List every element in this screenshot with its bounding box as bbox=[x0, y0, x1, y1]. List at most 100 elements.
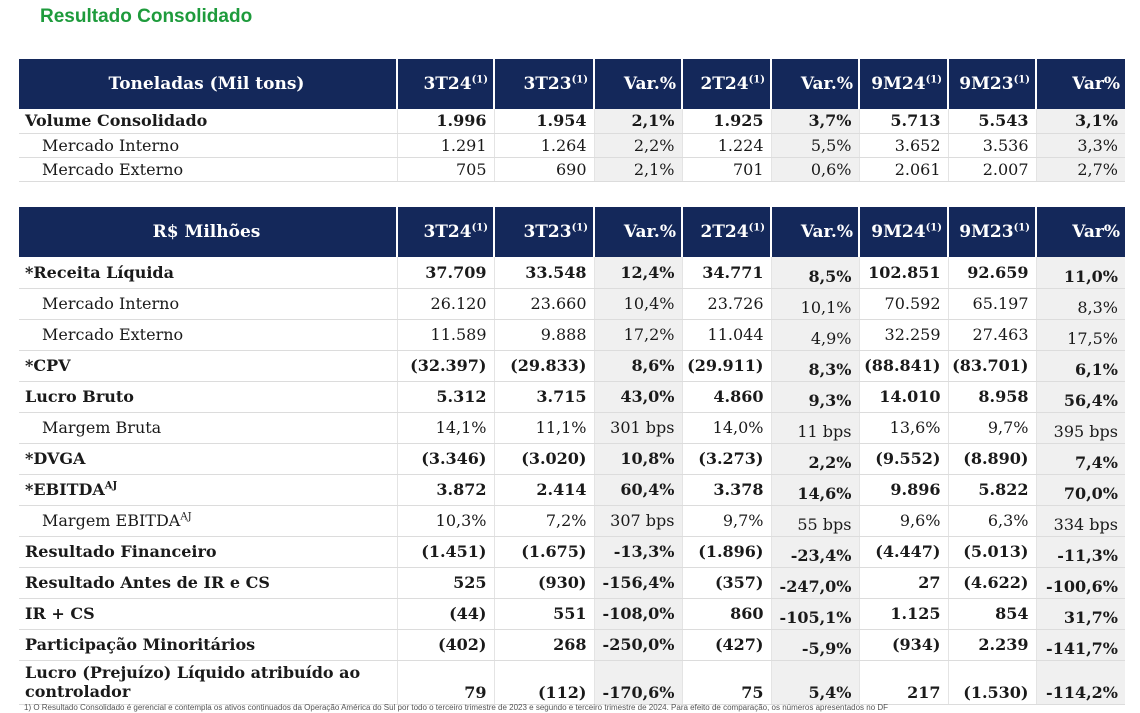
value-cell: 5.312 bbox=[397, 381, 495, 413]
value-cell: 9.888 bbox=[494, 319, 595, 351]
value-cell: 6,3% bbox=[948, 505, 1037, 537]
value-cell: (44) bbox=[397, 598, 495, 630]
table-row: *CPV (32.397) (29.833) 8,6% (29.911) 8,3% (88.… bbox=[19, 350, 1125, 382]
column-header: 9M24(1) bbox=[859, 59, 949, 109]
value-cell: -100,6% bbox=[1036, 567, 1125, 599]
value-cell: 92.659 bbox=[948, 257, 1037, 289]
footnote: 1) O Resultado Consolidado é gerencial e… bbox=[24, 703, 889, 712]
value-cell: 31,7% bbox=[1036, 598, 1125, 630]
value-cell: 7,4% bbox=[1036, 443, 1125, 475]
column-header: 3T23(1) bbox=[494, 207, 595, 257]
value-cell: 70.592 bbox=[859, 288, 949, 320]
value-cell: 32.259 bbox=[859, 319, 949, 351]
value-cell: -250,0% bbox=[594, 629, 683, 661]
row-label: *DVGA bbox=[19, 443, 398, 475]
value-cell: 4,9% bbox=[771, 319, 860, 351]
value-cell: (9.552) bbox=[859, 443, 949, 475]
value-cell: 11.044 bbox=[682, 319, 772, 351]
value-cell: 6,1% bbox=[1036, 350, 1125, 382]
value-cell: 9,7% bbox=[948, 412, 1037, 444]
value-cell: -5,9% bbox=[771, 629, 860, 661]
value-cell: 860 bbox=[682, 598, 772, 630]
value-cell: (88.841) bbox=[859, 350, 949, 382]
column-header: Var.% bbox=[771, 207, 860, 257]
table-row: Margem EBITDAAJ 10,3% 7,2% 307 bps 9,7% 55 bp… bbox=[19, 505, 1125, 537]
row-label: Margem Bruta bbox=[19, 412, 398, 444]
header-row: Toneladas (Mil tons) 3T24(1) 3T23(1) Var.% 2… bbox=[19, 59, 1125, 109]
value-cell: 33.548 bbox=[494, 257, 595, 289]
financial-table-body: *Receita Líquida 37.709 33.548 12,4% 34.771 8… bbox=[19, 257, 1125, 705]
volume-table: Toneladas (Mil tons) 3T24(1) 3T23(1) Var.% 2… bbox=[19, 59, 1125, 182]
value-cell: 7,2% bbox=[494, 505, 595, 537]
value-cell: 8,6% bbox=[594, 350, 683, 382]
value-cell: 14,0% bbox=[682, 412, 772, 444]
value-cell: 5.822 bbox=[948, 474, 1037, 506]
column-header: 3T23(1) bbox=[494, 59, 595, 109]
value-cell: 8,5% bbox=[771, 257, 860, 289]
value-cell: -105,1% bbox=[771, 598, 860, 630]
value-cell: 525 bbox=[397, 567, 495, 599]
table-row: Lucro Bruto 5.312 3.715 43,0% 4.860 9,3% 14.01… bbox=[19, 381, 1125, 413]
column-header: 9M23(1) bbox=[948, 207, 1037, 257]
row-label: IR + CS bbox=[19, 598, 398, 630]
row-label: Lucro (Prejuízo) Líquido atribuído ao co… bbox=[19, 660, 398, 705]
value-cell: (930) bbox=[494, 567, 595, 599]
value-cell: 705 bbox=[397, 157, 495, 182]
value-cell: -170,6% bbox=[594, 660, 683, 705]
value-cell: (357) bbox=[682, 567, 772, 599]
value-cell: (3.273) bbox=[682, 443, 772, 475]
value-cell: 5,5% bbox=[771, 133, 860, 158]
row-label: Mercado Interno bbox=[19, 288, 398, 320]
value-cell: 9,3% bbox=[771, 381, 860, 413]
value-cell: 10,4% bbox=[594, 288, 683, 320]
column-header-label: Toneladas (Mil tons) bbox=[19, 59, 398, 109]
value-cell: 11.589 bbox=[397, 319, 495, 351]
value-cell: 23.660 bbox=[494, 288, 595, 320]
value-cell: 11,0% bbox=[1036, 257, 1125, 289]
value-cell: 12,4% bbox=[594, 257, 683, 289]
value-cell: 690 bbox=[494, 157, 595, 182]
row-label: Margem EBITDAAJ bbox=[19, 505, 398, 537]
value-cell: (112) bbox=[494, 660, 595, 705]
value-cell: 26.120 bbox=[397, 288, 495, 320]
value-cell: 27.463 bbox=[948, 319, 1037, 351]
value-cell: 1.264 bbox=[494, 133, 595, 158]
value-cell: 10,3% bbox=[397, 505, 495, 537]
table-row: Lucro (Prejuízo) Líquido atribuído ao co… bbox=[19, 660, 1125, 705]
column-header: 3T24(1) bbox=[397, 207, 495, 257]
value-cell: 217 bbox=[859, 660, 949, 705]
value-cell: 65.197 bbox=[948, 288, 1037, 320]
value-cell: -13,3% bbox=[594, 536, 683, 568]
value-cell: 4.860 bbox=[682, 381, 772, 413]
column-header: 9M23(1) bbox=[948, 59, 1037, 109]
value-cell: 70,0% bbox=[1036, 474, 1125, 506]
value-cell: 13,6% bbox=[859, 412, 949, 444]
value-cell: 17,5% bbox=[1036, 319, 1125, 351]
value-cell: (29.911) bbox=[682, 350, 772, 382]
value-cell: 0,6% bbox=[771, 157, 860, 182]
value-cell: 14,1% bbox=[397, 412, 495, 444]
value-cell: -141,7% bbox=[1036, 629, 1125, 661]
value-cell: 854 bbox=[948, 598, 1037, 630]
financial-table-header: R$ Milhões 3T24(1) 3T23(1) Var.% 2T24(1) Var.… bbox=[19, 207, 1125, 257]
value-cell: 307 bps bbox=[594, 505, 683, 537]
value-cell: 8,3% bbox=[771, 350, 860, 382]
value-cell: 9.896 bbox=[859, 474, 949, 506]
value-cell: 55 bps bbox=[771, 505, 860, 537]
value-cell: 14.010 bbox=[859, 381, 949, 413]
row-label: Resultado Antes de IR e CS bbox=[19, 567, 398, 599]
value-cell: 75 bbox=[682, 660, 772, 705]
value-cell: 3.536 bbox=[948, 133, 1037, 158]
value-cell: (934) bbox=[859, 629, 949, 661]
value-cell: 1.925 bbox=[682, 109, 772, 134]
row-label: *EBITDAAJ bbox=[19, 474, 398, 506]
column-header: Var% bbox=[1036, 207, 1125, 257]
value-cell: 1.954 bbox=[494, 109, 595, 134]
value-cell: 551 bbox=[494, 598, 595, 630]
value-cell: (4.622) bbox=[948, 567, 1037, 599]
value-cell: (1.451) bbox=[397, 536, 495, 568]
value-cell: -114,2% bbox=[1036, 660, 1125, 705]
value-cell: 3.715 bbox=[494, 381, 595, 413]
value-cell: 8.958 bbox=[948, 381, 1037, 413]
value-cell: (1.896) bbox=[682, 536, 772, 568]
